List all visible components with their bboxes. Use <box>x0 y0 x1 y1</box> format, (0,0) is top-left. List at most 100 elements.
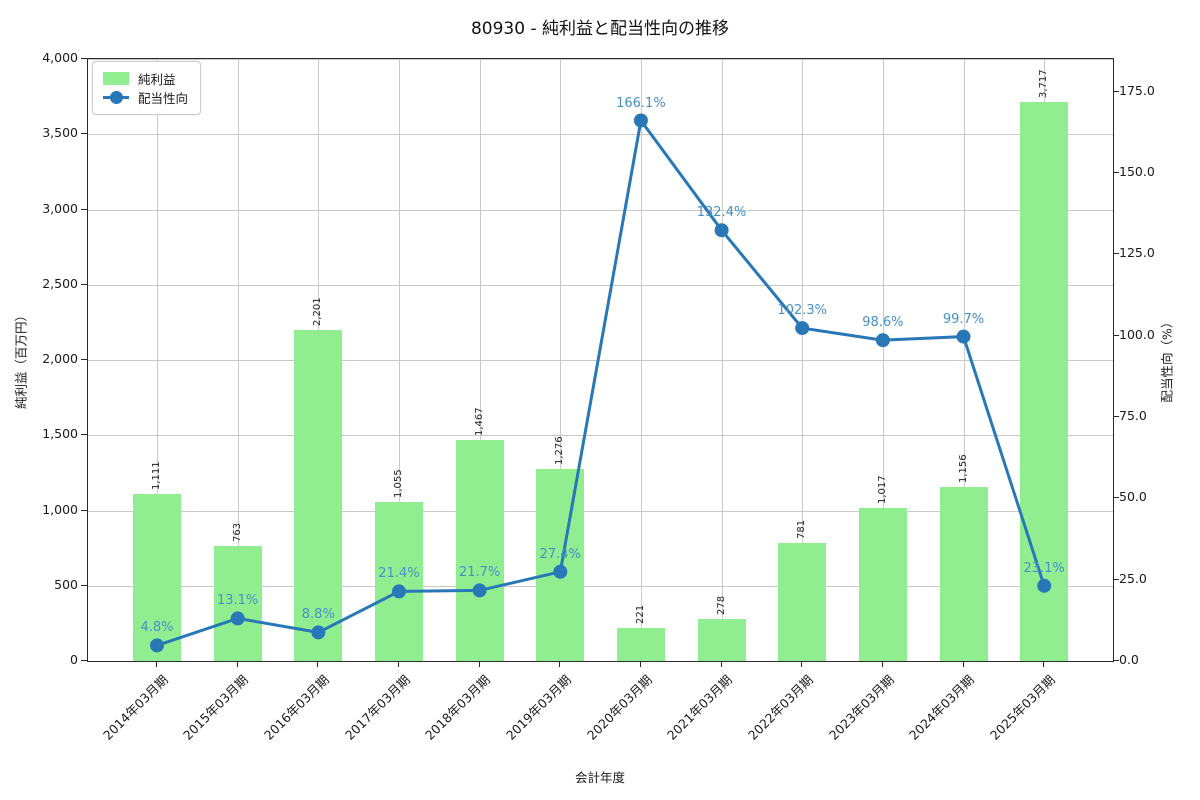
point-value-label: 21.4% <box>378 566 420 582</box>
payout-ratio-point <box>230 611 245 626</box>
y-right-tick-mark <box>1113 90 1119 92</box>
y-left-tick-mark <box>81 584 87 586</box>
gridline-vertical <box>802 59 804 661</box>
y-axis-label-right: 配当性向（%） <box>1159 315 1175 403</box>
x-tick-label: 2025年03月期 <box>986 672 1058 743</box>
x-tick-label: 2020年03月期 <box>583 672 655 743</box>
legend-item-net-income: 純利益 <box>103 69 188 88</box>
payout-ratio-point <box>875 333 890 348</box>
y-left-tick-label: 4,000 <box>42 50 78 65</box>
bar-net-income <box>616 627 665 661</box>
payout-ratio-line <box>156 116 1046 647</box>
point-value-label: 99.7% <box>942 311 985 327</box>
bar-net-income <box>858 507 907 661</box>
gridline-horizontal <box>88 284 1113 286</box>
bar-net-income <box>374 502 423 661</box>
payout-ratio-point <box>392 584 406 599</box>
payout-ratio-point <box>795 321 810 336</box>
x-tick-mark <box>801 661 803 667</box>
y-left-tick-mark <box>81 208 87 210</box>
x-tick-label: 2014年03月期 <box>99 672 171 743</box>
y-left-tick-mark <box>81 58 87 59</box>
bar-swatch-icon <box>103 72 129 85</box>
y-left-tick-label: 500 <box>54 576 78 592</box>
gridline-horizontal <box>88 360 1113 361</box>
line-marker-swatch-icon <box>103 91 129 104</box>
y-left-tick-mark <box>81 283 87 285</box>
y-right-tick-mark <box>1113 334 1119 336</box>
x-tick-mark <box>397 661 399 667</box>
payout-ratio-point <box>150 638 164 653</box>
x-tick-label: 2018年03月期 <box>422 672 494 743</box>
y-left-tick-label: 3,000 <box>42 200 78 216</box>
bar-net-income <box>455 440 504 661</box>
point-value-label: 13.1% <box>216 593 259 609</box>
y-left-tick-mark <box>81 359 87 360</box>
x-tick-mark <box>236 661 238 667</box>
x-tick-label: 2021年03月期 <box>664 672 736 743</box>
point-value-label: 102.3% <box>777 303 827 319</box>
y-right-tick-label: 0.0 <box>1119 652 1139 667</box>
gridline-horizontal <box>88 59 1113 60</box>
gridline-horizontal <box>88 585 1113 587</box>
y-right-tick-mark <box>1113 415 1119 417</box>
x-tick-mark <box>559 661 561 667</box>
legend-label-payout-ratio: 配当性向 <box>138 91 189 106</box>
x-tick-mark <box>881 661 883 667</box>
bar-net-income <box>778 543 827 661</box>
y-right-tick-mark <box>1113 660 1119 661</box>
x-axis-label: 会計年度 <box>574 770 625 785</box>
point-value-label: 8.8% <box>301 607 335 623</box>
y-right-tick-label: 100.0 <box>1119 326 1155 342</box>
point-value-label: 132.4% <box>696 205 747 221</box>
y-right-tick-label: 175.0 <box>1119 82 1155 98</box>
y-left-tick-label: 1,500 <box>42 426 78 442</box>
gridline-vertical <box>560 59 562 661</box>
gridline-horizontal <box>88 435 1113 437</box>
y-right-tick-mark <box>1113 578 1119 580</box>
y-left-tick-label: 2,500 <box>42 275 78 291</box>
point-value-label: 166.1% <box>616 95 666 111</box>
y-left-tick-label: 0 <box>70 652 78 667</box>
x-tick-label: 2022年03月期 <box>744 672 816 743</box>
y-right-tick-mark <box>1113 253 1119 255</box>
x-tick-mark <box>478 661 480 667</box>
y-right-tick-label: 125.0 <box>1119 245 1155 261</box>
x-tick-mark <box>962 661 964 667</box>
payout-ratio-point <box>956 329 971 344</box>
x-tick-mark <box>156 661 157 667</box>
x-tick-label: 2023年03月期 <box>825 672 897 743</box>
y-right-tick-label: 150.0 <box>1119 163 1155 179</box>
point-value-label: 4.8% <box>140 620 174 636</box>
gridline-horizontal <box>88 510 1113 512</box>
legend: 純利益 配当性向 <box>92 61 202 115</box>
y-right-tick-mark <box>1113 497 1119 499</box>
x-tick-label: 2015年03月期 <box>180 672 252 743</box>
y-left-tick-label: 2,000 <box>42 351 78 366</box>
x-tick-mark <box>639 661 641 667</box>
x-tick-label: 2019年03月期 <box>502 672 574 743</box>
x-tick-label: 2017年03月期 <box>341 672 413 743</box>
y-left-tick-mark <box>81 434 87 436</box>
point-value-label: 98.6% <box>862 315 904 331</box>
y-left-tick-label: 3,500 <box>42 125 78 141</box>
y-right-tick-label: 25.0 <box>1119 570 1147 586</box>
payout-ratio-point <box>1037 578 1052 593</box>
gridline-vertical <box>157 59 158 661</box>
bar-net-income <box>133 493 181 661</box>
point-value-label: 27.4% <box>539 546 581 562</box>
gridline-vertical <box>640 59 642 661</box>
plot-area: 1,111 763 2,201 1,055 1,467 1,276 221 278 781 1,0… <box>87 58 1114 662</box>
x-tick-mark <box>317 661 319 667</box>
payout-ratio-point <box>472 583 487 598</box>
line-series-layer <box>150 113 1052 653</box>
bar-net-income <box>213 546 262 661</box>
point-value-label: 23.1% <box>1023 560 1065 576</box>
x-tick-mark <box>720 661 722 667</box>
gridline-vertical <box>398 59 400 661</box>
payout-ratio-point <box>311 625 326 640</box>
x-tick-label: 2024年03月期 <box>906 672 978 743</box>
gridline-vertical <box>963 59 965 661</box>
bar-net-income <box>294 329 343 661</box>
y-right-tick-label: 50.0 <box>1119 489 1147 505</box>
